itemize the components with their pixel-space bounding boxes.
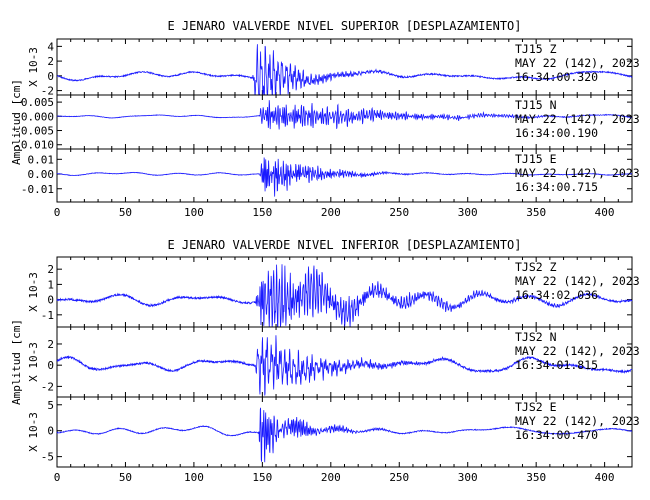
x-tick-label: 50 bbox=[119, 471, 132, 484]
chart-group-2: E JENARO VALVERDE NIVEL INFERIOR [DESPLA… bbox=[10, 238, 640, 484]
y-tick-label: 2 bbox=[47, 338, 54, 351]
station-time-label: 16:34:01.815 bbox=[515, 358, 598, 372]
station-date-label: MAY 22 (142), 2023 bbox=[515, 112, 640, 126]
x-tick-label: 50 bbox=[119, 206, 132, 219]
x-tick-label: 200 bbox=[321, 471, 341, 484]
x-tick-label: 400 bbox=[595, 206, 615, 219]
x-tick-label: 150 bbox=[252, 471, 272, 484]
waveform-series bbox=[56, 44, 633, 96]
y-tick-label: -1 bbox=[41, 309, 54, 322]
chart-title: E JENARO VALVERDE NIVEL INFERIOR [DESPLA… bbox=[167, 238, 521, 252]
chart-title: E JENARO VALVERDE NIVEL SUPERIOR [DESPLA… bbox=[167, 19, 521, 33]
x-tick-label: 200 bbox=[321, 206, 341, 219]
scale-label: X 10-3 bbox=[27, 47, 40, 87]
station-date-label: MAY 22 (142), 2023 bbox=[515, 274, 640, 288]
y-tick-label: 5 bbox=[47, 399, 54, 412]
chart-group-1: E JENARO VALVERDE NIVEL SUPERIOR [DESPLA… bbox=[10, 19, 640, 219]
y-tick-label: -2 bbox=[41, 380, 54, 393]
station-time-label: 16:34:00.470 bbox=[515, 428, 598, 442]
station-date-label: MAY 22 (142), 2023 bbox=[515, 344, 640, 358]
scale-label: X 10-3 bbox=[27, 342, 40, 382]
y-tick-label: 4 bbox=[47, 40, 54, 53]
station-component-label: TJ15 Z bbox=[515, 42, 557, 56]
y-tick-label: -0.01 bbox=[21, 183, 54, 196]
y-tick-label: 2 bbox=[47, 55, 54, 68]
y-tick-label: 2 bbox=[47, 263, 54, 276]
x-tick-label: 300 bbox=[458, 471, 478, 484]
x-tick-label: 400 bbox=[595, 471, 615, 484]
y-tick-label: -5 bbox=[41, 451, 54, 464]
waveform-series bbox=[56, 157, 633, 197]
waveform-series bbox=[56, 264, 633, 328]
station-component-label: TJ15 E bbox=[515, 152, 557, 166]
scale-label: X 10-3 bbox=[27, 412, 40, 452]
y-tick-label: 0.000 bbox=[21, 110, 54, 123]
x-tick-label: 150 bbox=[252, 206, 272, 219]
y-axis-label: Amplitud [cm] bbox=[10, 79, 23, 165]
y-tick-label: 0.00 bbox=[28, 168, 55, 181]
station-component-label: TJS2 E bbox=[515, 400, 557, 414]
station-component-label: TJS2 N bbox=[515, 330, 557, 344]
y-tick-label: 0.01 bbox=[28, 153, 55, 166]
y-tick-label: 0 bbox=[47, 70, 54, 83]
x-tick-label: 250 bbox=[389, 206, 409, 219]
station-time-label: 16:34:00.190 bbox=[515, 126, 598, 140]
x-tick-label: 350 bbox=[526, 471, 546, 484]
station-component-label: TJ15 N bbox=[515, 98, 557, 112]
x-tick-label: 250 bbox=[389, 471, 409, 484]
waveform-series bbox=[56, 335, 633, 396]
station-time-label: 16:34:00.715 bbox=[515, 180, 598, 194]
waveform-series bbox=[56, 407, 633, 463]
y-tick-label: -0.010 bbox=[14, 139, 54, 152]
y-tick-label: 1 bbox=[47, 278, 54, 291]
station-time-label: 16:34:02.036 bbox=[515, 288, 598, 302]
x-tick-label: 350 bbox=[526, 206, 546, 219]
y-tick-label: 0.005 bbox=[21, 96, 54, 109]
y-tick-label: 0 bbox=[47, 294, 54, 307]
x-tick-label: 300 bbox=[458, 206, 478, 219]
y-axis-label: Amplitud [cm] bbox=[10, 319, 23, 405]
y-tick-label: -2 bbox=[41, 85, 54, 98]
y-tick-label: 0 bbox=[47, 425, 54, 438]
station-date-label: MAY 22 (142), 2023 bbox=[515, 414, 640, 428]
x-tick-label: 0 bbox=[54, 471, 61, 484]
waveform-series bbox=[56, 100, 633, 130]
station-date-label: MAY 22 (142), 2023 bbox=[515, 166, 640, 180]
station-time-label: 16:34:00.320 bbox=[515, 70, 598, 84]
x-tick-label: 100 bbox=[184, 206, 204, 219]
y-tick-label: -0.005 bbox=[14, 125, 54, 138]
station-component-label: TJS2 Z bbox=[515, 260, 557, 274]
scale-label: X 10-3 bbox=[27, 272, 40, 312]
station-date-label: MAY 22 (142), 2023 bbox=[515, 56, 640, 70]
y-tick-label: 0 bbox=[47, 359, 54, 372]
x-tick-label: 0 bbox=[54, 206, 61, 219]
x-tick-label: 100 bbox=[184, 471, 204, 484]
